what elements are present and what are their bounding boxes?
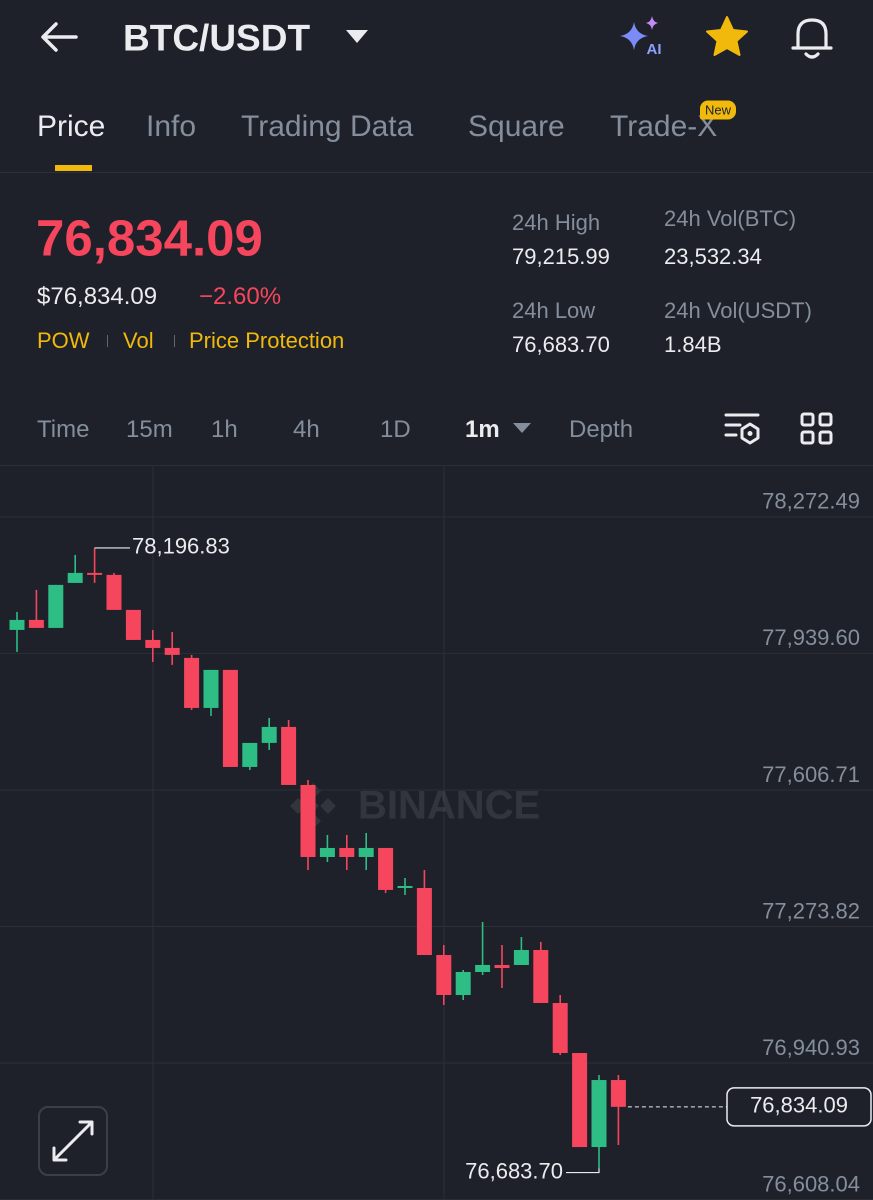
candle-body	[242, 742, 258, 767]
expand-icon	[52, 1120, 94, 1162]
y-tick-label: 76,608.04	[762, 1171, 860, 1196]
candle-body	[455, 971, 471, 996]
tab-trading-data[interactable]: Trading Data	[241, 110, 414, 143]
candle-body	[106, 574, 122, 610]
stat-label: 24h High	[512, 210, 601, 235]
candle-body	[67, 572, 83, 583]
tag-separator	[107, 335, 108, 347]
candle-body	[436, 955, 452, 996]
candle-body	[339, 847, 355, 857]
y-tick-label: 77,939.60	[762, 625, 860, 650]
y-tick-label: 76,940.93	[762, 1035, 860, 1060]
candle-body	[261, 726, 277, 743]
last-price-label: 76,834.09	[750, 1093, 848, 1118]
pair-caret[interactable]	[346, 30, 368, 44]
y-tick-label: 77,606.71	[762, 762, 860, 787]
candle-body	[300, 784, 316, 857]
watermark: BINANCE	[358, 784, 540, 828]
stat-value: 76,683.70	[512, 332, 610, 357]
candle-body	[591, 1080, 607, 1148]
candle-body	[164, 647, 180, 655]
new-badge: New	[700, 100, 737, 120]
candle-body	[184, 657, 200, 708]
interval[interactable]: 15m	[126, 416, 173, 443]
tag-pow[interactable]: POW	[37, 328, 90, 353]
tab-trade-x[interactable]: Trade-X	[610, 110, 718, 143]
favorite-button[interactable]	[704, 15, 750, 59]
candle-body	[513, 950, 529, 965]
usd-price: $76,834.09	[37, 283, 158, 310]
interval[interactable]: 1h	[211, 416, 238, 443]
high-label: 78,196.83	[132, 534, 230, 559]
last-price: 76,834.09	[36, 209, 263, 267]
candle-body	[552, 1003, 568, 1053]
tag-price-protection[interactable]: Price Protection	[189, 328, 345, 353]
low-label: 76,683.70	[465, 1158, 563, 1183]
candle-body	[87, 572, 103, 575]
price-change: −2.60%	[199, 283, 282, 310]
candle-body	[572, 1053, 588, 1148]
candle-body	[416, 887, 432, 956]
tag-vol[interactable]: Vol	[123, 328, 154, 353]
candle-body	[48, 584, 64, 628]
back-button[interactable]	[38, 20, 80, 54]
interval[interactable]: 1D	[380, 416, 411, 443]
tag-separator	[174, 335, 175, 347]
candle-body	[533, 950, 549, 1004]
interval[interactable]: Depth	[569, 416, 634, 443]
interval[interactable]: Time	[37, 416, 90, 443]
layout-button[interactable]	[800, 412, 834, 446]
stat-value: 23,532.34	[664, 244, 762, 269]
tab-info[interactable]: Info	[146, 110, 197, 143]
candle-body	[28, 619, 44, 628]
divider	[0, 172, 873, 173]
candle-body	[610, 1080, 626, 1107]
candle-body	[125, 609, 141, 640]
candle-body	[378, 847, 394, 890]
pair-title[interactable]: BTC/USDT	[123, 17, 311, 59]
candle-body	[203, 669, 219, 708]
candle-body	[9, 619, 25, 630]
stat-value: 1.84B	[664, 332, 722, 357]
candle-body	[281, 726, 297, 785]
tab-indicator	[55, 165, 92, 171]
tab-price[interactable]: Price	[37, 110, 106, 143]
stat-label: 24h Vol(USDT)	[664, 298, 812, 323]
ai-button[interactable]: AI	[618, 14, 668, 60]
interval-selected[interactable]: 1m	[465, 416, 500, 443]
stat-label: 24h Vol(BTC)	[664, 206, 797, 231]
expand-button[interactable]	[38, 1106, 108, 1176]
y-tick-label: 77,273.82	[762, 898, 860, 923]
stat-label: 24h Low	[512, 298, 596, 323]
candle-body	[475, 964, 491, 972]
candle-body	[222, 669, 238, 767]
y-tick-label: 78,272.49	[762, 489, 860, 514]
alert-button[interactable]	[790, 14, 834, 60]
candle-body	[145, 639, 161, 648]
interval[interactable]: 4h	[293, 416, 320, 443]
ai-label: AI	[647, 41, 662, 58]
tab-square[interactable]: Square	[468, 110, 565, 143]
candle-body	[494, 964, 510, 969]
low-marker	[566, 1168, 600, 1174]
indicator-button[interactable]	[724, 412, 762, 446]
interval-caret[interactable]	[513, 423, 531, 434]
candlestick-chart: BINANCE 78,272.49 77,939.60 77,606.71 77,27…	[0, 465, 873, 1200]
candle-body	[397, 885, 413, 888]
stat-value: 79,215.99	[512, 244, 610, 269]
candle-body	[319, 847, 335, 857]
last-price-box	[726, 1087, 872, 1127]
candle-body	[358, 847, 374, 857]
